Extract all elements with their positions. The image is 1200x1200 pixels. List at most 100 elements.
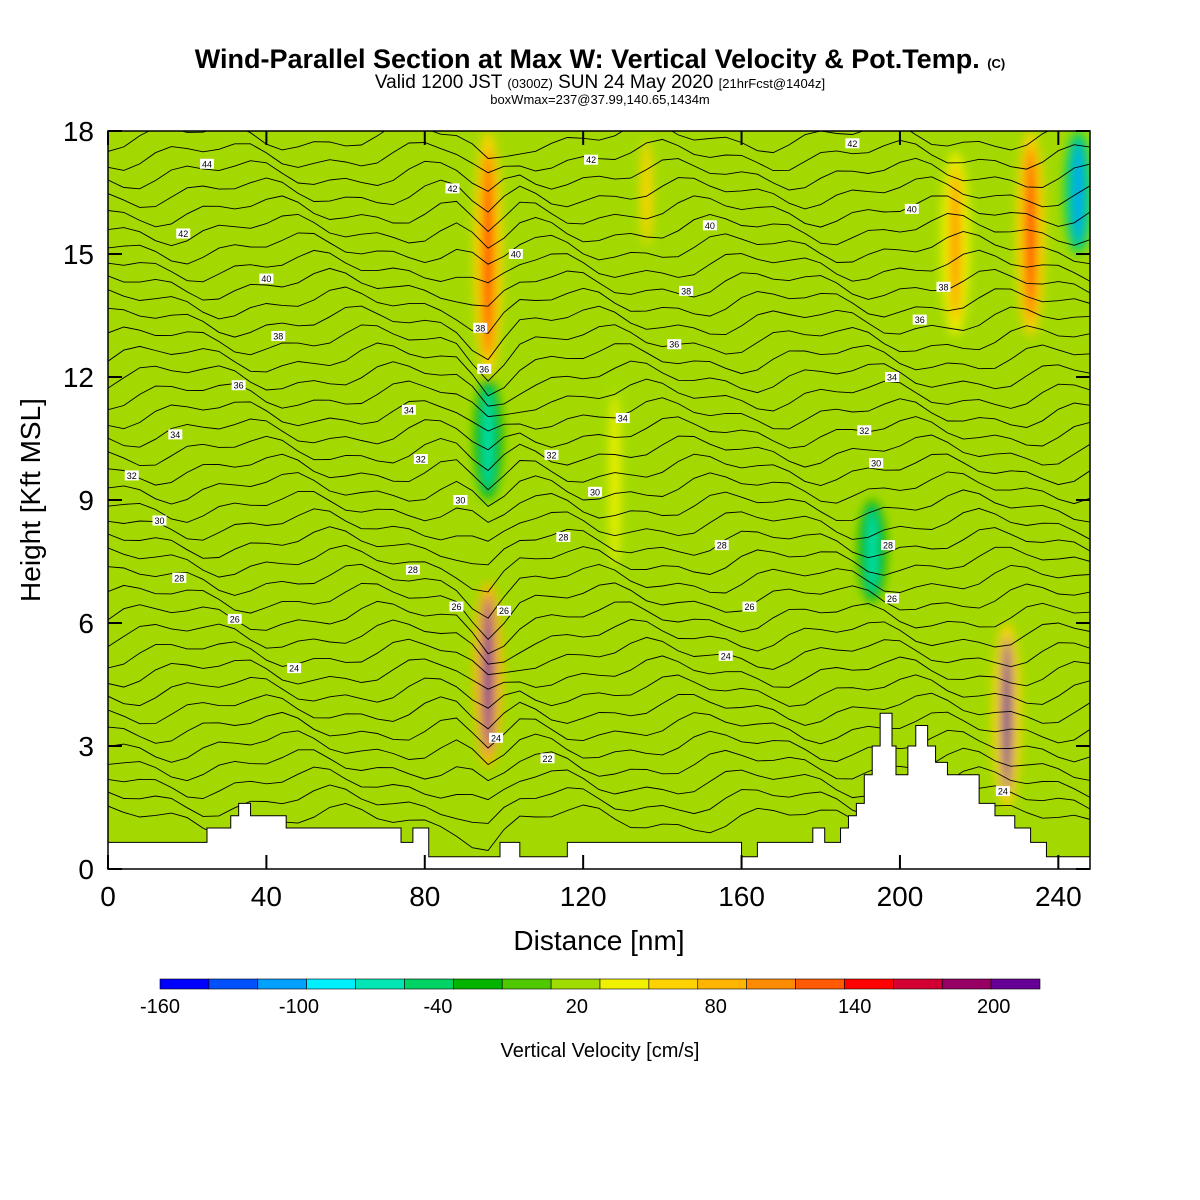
- colorbar-swatch: [746, 978, 796, 990]
- theta-contour: [108, 692, 1090, 730]
- contour-label: 34: [887, 373, 897, 383]
- theta-contour: [108, 213, 1090, 249]
- x-axis-label: Distance [nm]: [513, 925, 684, 956]
- contour-label: 36: [479, 364, 489, 374]
- contour-label-bg: [445, 183, 460, 194]
- contour-label-bg: [544, 449, 559, 460]
- theta-contour: [108, 489, 1090, 523]
- contour-label-bg: [714, 540, 729, 551]
- contour-label-bg: [496, 605, 511, 616]
- chart-title-text: Wind-Parallel Section at Max W: Vertical…: [194, 44, 980, 74]
- contour-label: 34: [404, 405, 414, 415]
- contour-label: 30: [871, 459, 881, 469]
- contour-label-bg: [124, 470, 139, 481]
- contour-label-bg: [413, 454, 428, 464]
- contour-label: 26: [887, 594, 897, 604]
- colorbar-tick-label: -40: [423, 996, 452, 1018]
- theta-contour: [108, 195, 1090, 233]
- contour-label-bg: [556, 531, 571, 542]
- colorbar-swatch: [893, 978, 943, 990]
- theta-contour: [108, 324, 1090, 382]
- theta-contour: [108, 416, 1090, 451]
- x-tick-label: 160: [718, 881, 765, 912]
- contour-label-bg: [168, 429, 183, 440]
- theta-contour: [108, 249, 1090, 284]
- colorbar-tick-label: -160: [140, 996, 180, 1018]
- contour-label-bg: [453, 495, 468, 505]
- copyright-mark: (C): [987, 56, 1006, 71]
- x-tick-label: 80: [409, 881, 440, 912]
- contour-label: 24: [998, 787, 1008, 797]
- valid-date: SUN 24 May 2020: [558, 72, 714, 93]
- theta-contour: [108, 674, 1090, 709]
- contour-labels: 44 42 40 38 36 34 32 30 28 26 24 42 40 38 36 34 32 30 28 26…: [124, 138, 1010, 797]
- contour-label: 42: [178, 229, 188, 239]
- contour-label-bg: [742, 601, 757, 612]
- theta-contour: [108, 507, 1090, 542]
- contour-label: 28: [883, 541, 893, 551]
- y-axis-label: Height [Kft MSL]: [15, 398, 46, 602]
- contour-label-bg: [271, 331, 286, 341]
- y-tick-label: 3: [78, 731, 94, 762]
- colorbar-swatch: [453, 978, 503, 990]
- velocity-core: [641, 140, 652, 245]
- colorbar-tick-label: 80: [705, 996, 727, 1018]
- colorbar-swatch: [257, 978, 307, 990]
- contour-label-bg: [845, 138, 860, 149]
- colorbar-swatch: [648, 978, 699, 990]
- theta-contour: [108, 397, 1090, 432]
- contour-label-bg: [718, 650, 733, 661]
- contour-label: 36: [915, 315, 925, 325]
- theta-contour: [108, 157, 1090, 192]
- theta-contour: [108, 267, 1090, 307]
- colorbar-swatch: [599, 978, 650, 990]
- colorbar-swatch: [550, 978, 601, 990]
- colorbar-swatch: [795, 978, 845, 990]
- contour-label: 26: [451, 602, 461, 612]
- colorbar-swatch: [990, 978, 1041, 990]
- theta-contour: [108, 619, 1090, 665]
- theta-contour: [108, 526, 1090, 566]
- contour-label: 24: [491, 733, 501, 743]
- contour-label: 40: [705, 221, 715, 231]
- contour-label-bg: [995, 786, 1010, 797]
- contour-label-bg: [869, 458, 884, 469]
- contour-label: 32: [546, 450, 556, 460]
- colorbar-swatch: [941, 978, 992, 990]
- contour-label-bg: [885, 372, 900, 382]
- contour-label: 26: [744, 602, 754, 612]
- contour-label: 42: [447, 184, 457, 194]
- colorbar-tick-label: 20: [566, 996, 588, 1018]
- colorbar: -160 -100 -40 20 80 140 200: [140, 978, 1041, 1018]
- velocity-core: [950, 165, 961, 323]
- valid-zulu: (0300Z): [507, 76, 553, 91]
- x-tick-label: 0: [100, 881, 116, 912]
- theta-contour: [108, 305, 1090, 361]
- y-tick-label: 0: [78, 854, 94, 885]
- valid-prefix: Valid 1200 JST: [374, 72, 503, 93]
- potential-temperature-contours: [108, 131, 1090, 851]
- contour-label: 34: [618, 414, 628, 424]
- contour-label-bg: [401, 404, 416, 415]
- theta-contour: [108, 176, 1090, 213]
- theta-contour: [108, 378, 1090, 418]
- contour-label: 42: [586, 155, 596, 165]
- theta-contour: [108, 131, 1090, 159]
- contour-label: 24: [289, 664, 299, 674]
- colorbar-tick-label: 200: [977, 996, 1010, 1018]
- colorbar-swatch: [306, 978, 356, 990]
- colorbar-swatch: [501, 978, 552, 990]
- colorbar-swatch: [208, 978, 259, 990]
- vertical-velocity-field: [474, 131, 1090, 808]
- valid-time-line: Valid 1200 JST (0300Z) SUN 24 May 2020 […: [0, 72, 1200, 94]
- contour-label-bg: [885, 593, 900, 604]
- velocity-core: [1025, 146, 1036, 321]
- contour-label: 24: [721, 651, 731, 661]
- contour-label: 40: [511, 250, 521, 260]
- velocity-core: [483, 386, 494, 491]
- contour-label-bg: [857, 425, 872, 436]
- contour-label: 40: [907, 204, 917, 214]
- contour-label: 36: [669, 340, 679, 350]
- y-tick-label: 15: [63, 239, 94, 270]
- terrain-profile: [107, 712, 1091, 870]
